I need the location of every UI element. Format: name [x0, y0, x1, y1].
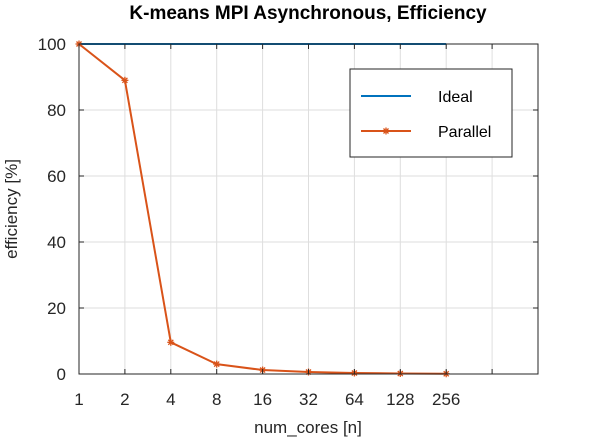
y-tick-label: 40 — [47, 233, 66, 252]
y-tick-label: 0 — [57, 365, 66, 384]
data-point — [213, 360, 221, 368]
x-tick-label: 64 — [345, 390, 364, 409]
y-axis-label: efficiency [%] — [2, 159, 21, 259]
y-tick-label: 20 — [47, 299, 66, 318]
x-tick-label: 1 — [74, 390, 83, 409]
x-tick-label: 8 — [212, 390, 221, 409]
legend-label-parallel: Parallel — [438, 124, 491, 141]
x-axis-label: num_cores [n] — [254, 418, 362, 437]
x-tick-label: 2 — [120, 390, 129, 409]
y-tick-label: 100 — [38, 35, 66, 54]
legend-marker-glyph — [382, 127, 390, 135]
x-tick-label: 256 — [432, 390, 460, 409]
legend-box — [349, 68, 513, 158]
legend-marker-parallel — [382, 127, 390, 135]
data-point — [167, 338, 175, 346]
chart-title: K-means MPI Asynchronous, Efficiency — [129, 3, 487, 24]
y-tick-label: 80 — [47, 101, 66, 120]
y-tick-label: 60 — [47, 167, 66, 186]
data-point — [121, 76, 129, 84]
ticks: 1 2 4 8 16 32 64 128 256 0 20 40 60 80 100 — [38, 35, 539, 409]
legend-label-ideal: Ideal — [438, 89, 473, 106]
legend: Ideal Parallel — [349, 68, 513, 158]
x-tick-label: 16 — [253, 390, 272, 409]
x-tick-label: 128 — [386, 390, 414, 409]
x-tick-label: 32 — [299, 390, 318, 409]
x-tick-label: 4 — [166, 390, 175, 409]
